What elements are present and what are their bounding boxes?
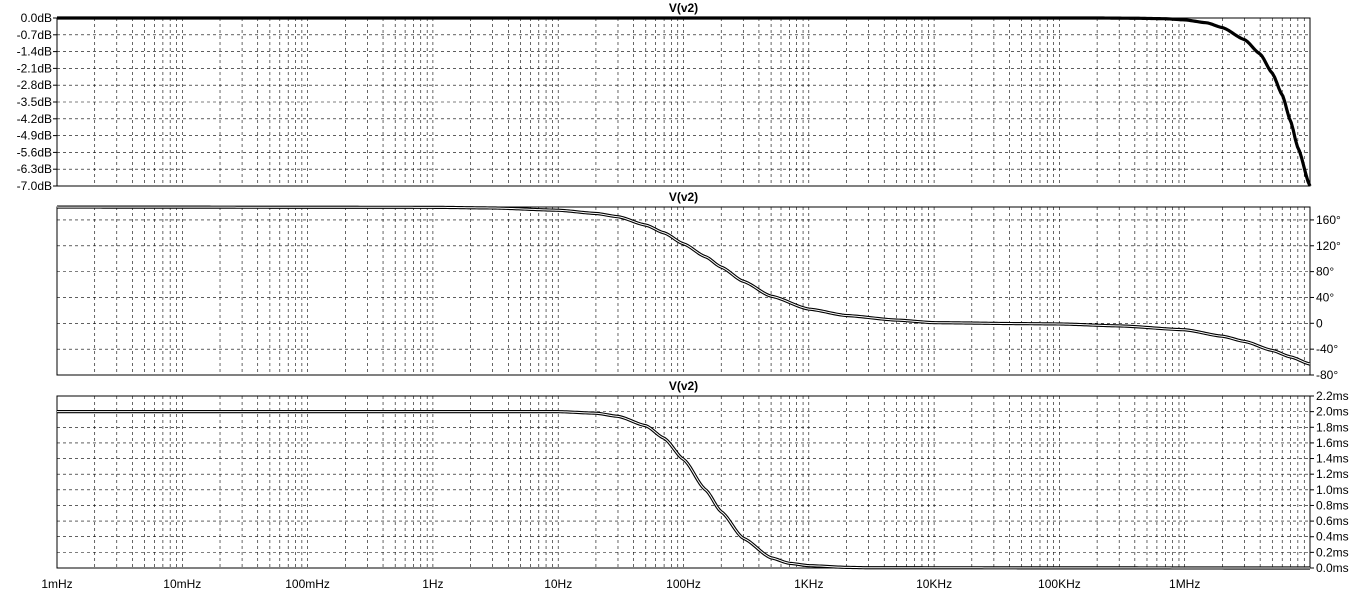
plot-frame [56,395,1311,569]
y-tick-label: 0.0dB [21,11,52,25]
y-tick-label: -6.3dB [17,162,52,176]
y-tick-label: 2.2ms [1316,389,1349,403]
y-tick-label: 1.0ms [1316,483,1349,497]
y-tick-label: -2.8dB [17,78,52,92]
y-tick-label: -80° [1316,368,1338,382]
x-tick-label: 100Hz [666,577,701,591]
x-axis: 1mHz 10mHz 100mHz 1Hz 10Hz 100Hz 1KHz 10KHz 100K… [41,577,1200,591]
y-tick-label: 120° [1316,239,1341,253]
y-tick-label: 80° [1316,265,1334,279]
y-tick-label: 40° [1316,290,1334,304]
panel-2: 160° 120° 80° 40° 0 -40° -80° V(v2) [56,190,1341,382]
y-tick-label: 1.6ms [1316,436,1349,450]
y-tick-label: 1.8ms [1316,420,1349,434]
plot-title: V(v2) [669,190,698,204]
plot-frame [56,206,1311,376]
plot-title: V(v2) [669,379,698,393]
series-trace-outline [57,16,1312,187]
plot-title: V(v2) [669,1,698,15]
series-trace-highlight [57,411,1310,569]
x-tick-label: 1KHz [794,577,823,591]
x-tick-label: 10Hz [544,577,572,591]
y-tick-label: 160° [1316,213,1341,227]
y-tick-label: -0.7dB [17,28,52,42]
y-tick-label: 0.0ms [1316,561,1349,575]
y-tick-label: -2.1dB [17,61,52,75]
y-tick-label: 0.8ms [1316,498,1349,512]
x-tick-label: 1MHz [1169,577,1200,591]
series-trace-highlight [56,206,1311,365]
x-tick-label: 1Hz [422,577,443,591]
y-tick-label: -5.6dB [17,145,52,159]
y-tick-label: 1.2ms [1316,467,1349,481]
x-tick-label: 100mHz [285,577,330,591]
y-tick-label: 0.4ms [1316,530,1349,544]
y-tick-label: -40° [1316,342,1338,356]
y-tick-label: 2.0ms [1316,405,1349,419]
y-tick-label: 1.4ms [1316,452,1349,466]
y-tick-label: -1.4dB [17,45,52,59]
y-tick-label: 0.6ms [1316,514,1349,528]
x-tick-label: 10KHz [916,577,952,591]
panel-1: 0.0dB -0.7dB -1.4dB -2.1dB -2.8dB -3.5dB -4.2d… [17,1,1312,193]
y-tick-label: 0 [1316,316,1323,330]
x-tick-label: 100KHz [1038,577,1081,591]
y-tick-label: -4.2dB [17,112,52,126]
y-tick-label: -4.9dB [17,129,52,143]
x-tick-label: 10mHz [163,577,201,591]
y-tick-label: 0.2ms [1316,545,1349,559]
y-tick-label: -7.0dB [17,179,52,193]
y-tick-label: -3.5dB [17,95,52,109]
x-tick-label: 1mHz [41,577,72,591]
